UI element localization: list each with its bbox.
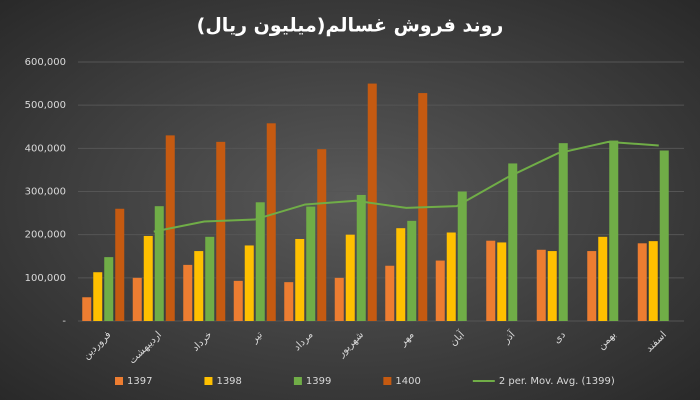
legend-swatch [293, 377, 302, 385]
legend-swatch [204, 377, 213, 385]
bar [659, 150, 669, 321]
bar [115, 208, 125, 321]
bar [536, 249, 546, 321]
bar [244, 245, 254, 321]
legend-label: 1399 [306, 376, 331, 387]
bar [194, 251, 204, 321]
bar [609, 140, 619, 321]
chart-title: روند فروش غسالم(میلیون ریال) [197, 15, 504, 37]
y-tick-label: 200,000 [25, 230, 66, 241]
bar [183, 264, 193, 321]
bar [508, 163, 518, 321]
bar [457, 191, 467, 321]
bar [295, 238, 305, 321]
bar [598, 236, 608, 321]
y-tick-label: - [62, 316, 66, 327]
bar [284, 282, 294, 321]
bar [93, 272, 103, 321]
bar [233, 280, 243, 321]
bar [334, 277, 344, 321]
bar [385, 265, 395, 321]
bar [547, 251, 557, 321]
bar [435, 260, 445, 321]
bar [132, 277, 142, 321]
y-tick-label: 400,000 [25, 143, 66, 154]
bar [317, 149, 327, 321]
bar [143, 235, 153, 321]
legend-label: 1400 [395, 376, 420, 387]
bar [345, 234, 355, 321]
bar [216, 141, 226, 321]
trend-line [153, 140, 659, 233]
bar [356, 194, 366, 321]
bar [306, 206, 316, 321]
bar [396, 228, 406, 321]
bar [587, 251, 597, 321]
bar [205, 236, 215, 321]
y-tick-label: 500,000 [25, 100, 66, 111]
bar [104, 257, 114, 321]
legend-label: 1397 [127, 376, 152, 387]
bar [82, 297, 92, 321]
bar [497, 242, 507, 321]
bar [648, 241, 658, 321]
bar [637, 243, 647, 321]
legend-swatch [115, 377, 123, 385]
bar [266, 123, 276, 322]
bar [446, 232, 456, 321]
y-tick-label: 300,000 [25, 187, 66, 198]
bar [255, 202, 265, 321]
bar [486, 240, 496, 321]
legend-swatch [383, 377, 392, 385]
bar [558, 143, 568, 321]
bar [154, 206, 164, 321]
legend-label: 2 per. Mov. Avg. (1399) [499, 376, 615, 387]
bar [407, 220, 417, 321]
y-tick-label: 100,000 [25, 273, 66, 284]
y-tick-label: 600,000 [25, 57, 66, 68]
legend-label: 1398 [216, 376, 241, 387]
